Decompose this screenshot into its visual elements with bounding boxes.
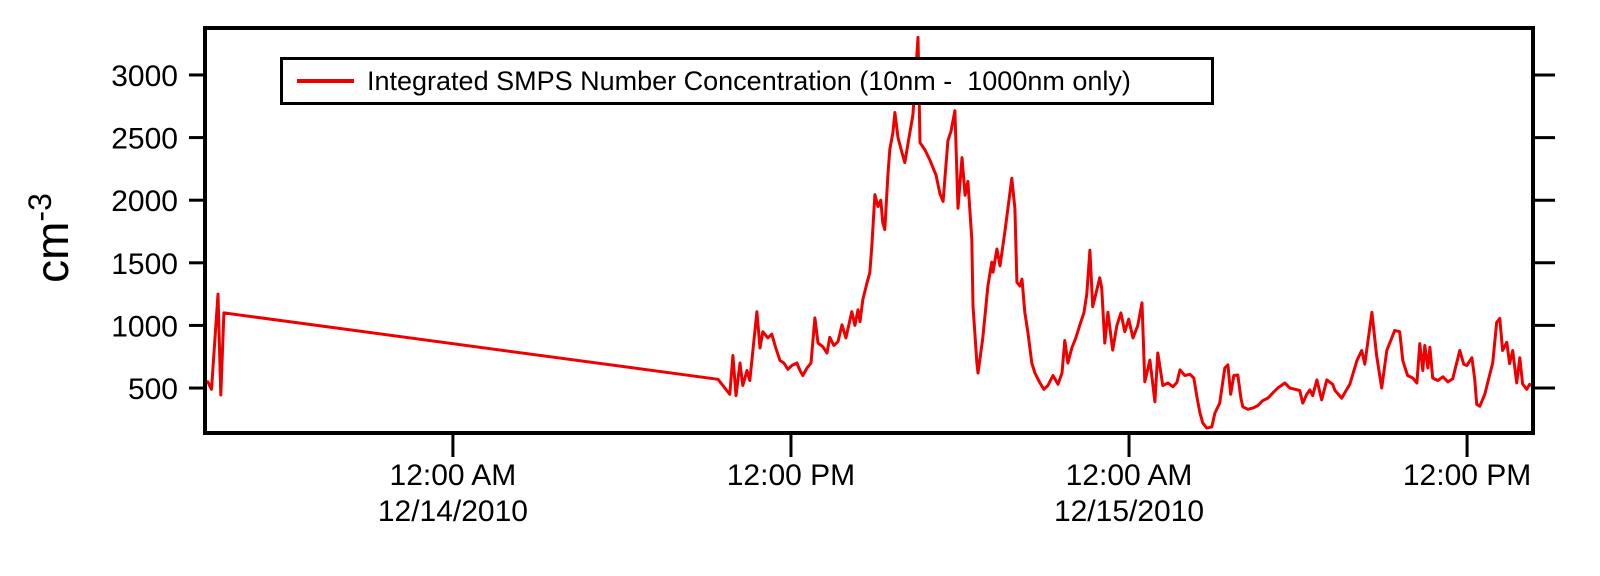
x-tick-label-date: 12/15/2010 — [1054, 495, 1204, 528]
y-axis-label-exponent: -3 — [22, 193, 58, 222]
legend-label: Integrated SMPS Number Concentration (10… — [367, 65, 1131, 96]
y-tick-label: 1500 — [111, 248, 178, 281]
y-tick-label: 3000 — [111, 60, 178, 93]
x-tick-label-time: 12:00 PM — [1403, 459, 1531, 492]
x-tick-label-time: 12:00 PM — [727, 459, 855, 492]
x-tick-label-date: 12/14/2010 — [378, 495, 528, 528]
x-tick-label-time: 12:00 AM — [1066, 459, 1193, 492]
legend: Integrated SMPS Number Concentration (10… — [280, 57, 1214, 105]
x-tick-label-time: 12:00 AM — [390, 459, 517, 492]
y-tick-label: 1000 — [111, 310, 178, 343]
y-tick-label: 2500 — [111, 123, 178, 156]
legend-line-sample — [297, 79, 354, 83]
plot-frame — [203, 26, 1535, 435]
y-axis-label-base: cm — [26, 221, 78, 283]
y-axis-label: cm-3 — [22, 193, 79, 283]
y-tick-label: 2000 — [111, 185, 178, 218]
y-tick-label: 500 — [128, 373, 178, 406]
data-series-line — [206, 35, 1535, 430]
